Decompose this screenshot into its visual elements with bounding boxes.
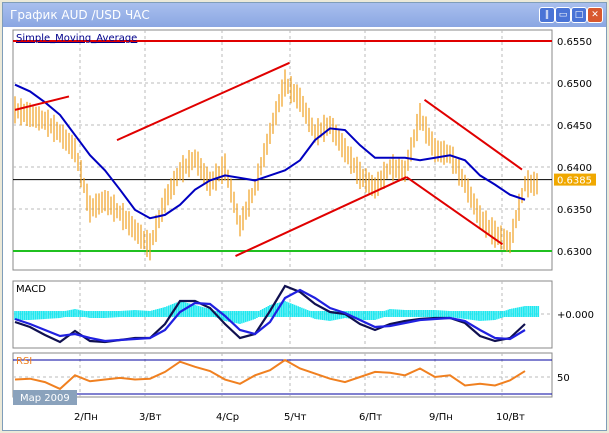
y-tick-label: 0.6400 (557, 163, 592, 174)
y-tick-label: 0.6500 (557, 79, 592, 90)
minimize-button[interactable]: ‖ (539, 7, 555, 23)
x-tick-label: 9/Пн (429, 412, 453, 423)
trendline (235, 176, 407, 257)
current-price-badge (554, 173, 596, 186)
x-tick-label: 4/Ср (216, 412, 239, 423)
macd-signal-line (14, 288, 526, 343)
x-tick-label: 3/Вт (139, 412, 162, 423)
x-tick-label: 6/Пт (359, 412, 382, 423)
sma-label: Simple_Moving_Average (16, 33, 137, 44)
y-tick-label: 0.6350 (557, 205, 592, 216)
macd-tick-label: +0.000 (557, 310, 594, 321)
price-panel (12, 29, 553, 271)
x-tick-label: 2/Пн (74, 412, 98, 423)
trendline (14, 95, 70, 111)
restore-button[interactable]: ▭ (555, 7, 571, 23)
x-tick-label: 5/Чт (284, 412, 307, 423)
maximize-button[interactable]: □ (571, 7, 587, 23)
close-button[interactable]: ✕ (587, 7, 603, 23)
x-tick-label: 10/Вт (496, 412, 525, 423)
period-label: Мар 2009 (20, 393, 70, 404)
y-tick-label: 0.6450 (557, 121, 592, 132)
title-bar[interactable]: График AUD /USD ЧАС ‖ ▭ □ ✕ (3, 3, 606, 27)
y-tick-label: 0.6300 (557, 247, 592, 258)
y-tick-label: 0.6550 (557, 37, 592, 48)
current-price-label: 0.6385 (557, 176, 592, 187)
macd-label: MACD (16, 284, 46, 295)
period-badge (13, 390, 77, 405)
trendline (405, 176, 504, 246)
trendline (423, 98, 523, 171)
sma-line (14, 83, 526, 220)
window-title: График AUD /USD ЧАС (10, 8, 150, 22)
rsi-line (14, 358, 526, 391)
rsi-tick-label: 50 (557, 373, 570, 384)
trendline (116, 61, 290, 142)
rsi-label: RSI (16, 356, 32, 367)
